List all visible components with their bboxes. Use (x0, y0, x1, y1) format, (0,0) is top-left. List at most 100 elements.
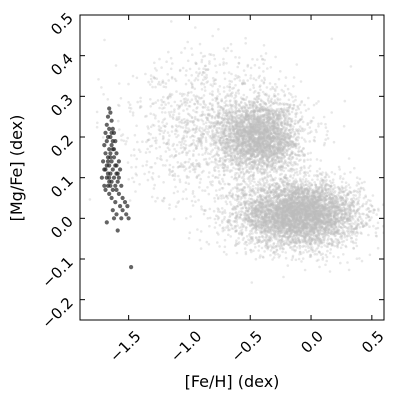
background-point (236, 205, 240, 208)
background-point (319, 215, 323, 219)
background-point (341, 216, 344, 219)
background-point (272, 242, 276, 245)
background-point (291, 214, 295, 218)
background-point (213, 200, 217, 203)
background-point (214, 146, 217, 150)
background-point (322, 216, 325, 220)
background-point (308, 195, 312, 198)
background-point (249, 248, 252, 252)
background-point (322, 219, 326, 223)
background-point (334, 211, 338, 214)
background-point (256, 204, 260, 207)
background-point (342, 253, 345, 256)
background-point (243, 242, 246, 246)
background-point (376, 221, 380, 225)
background-point (222, 196, 226, 200)
background-point (274, 245, 278, 248)
background-point (301, 226, 304, 230)
plot-background (80, 15, 384, 320)
background-point (304, 239, 307, 242)
background-point (304, 201, 307, 205)
background-point (277, 201, 280, 205)
background-point (293, 215, 296, 219)
background-point (318, 187, 321, 190)
background-point (268, 192, 271, 195)
background-point (310, 216, 313, 219)
background-point (291, 220, 295, 223)
background-point (288, 207, 292, 210)
background-point (310, 184, 313, 187)
background-point (334, 213, 337, 217)
background-point (325, 213, 329, 216)
background-point (306, 214, 309, 217)
background-point (333, 190, 337, 193)
background-point (261, 202, 265, 205)
background-point (288, 179, 291, 182)
background-point (279, 243, 283, 247)
background-points-layer (80, 15, 384, 284)
background-point (316, 196, 319, 199)
background-point (276, 242, 279, 246)
background-point (317, 233, 321, 237)
background-point (263, 209, 267, 212)
background-point (251, 222, 254, 226)
background-point (291, 218, 295, 222)
background-point (270, 202, 274, 205)
background-point (306, 197, 309, 200)
background-point (304, 228, 308, 232)
background-point (352, 205, 356, 209)
background-point (285, 238, 288, 242)
background-point (317, 204, 321, 208)
background-point (325, 203, 329, 207)
background-point (254, 221, 258, 225)
background-point (285, 213, 289, 216)
background-point (345, 229, 349, 233)
background-point (323, 222, 326, 226)
background-point (360, 181, 364, 185)
background-point (310, 229, 314, 233)
background-point (348, 186, 352, 189)
background-point (285, 202, 289, 205)
background-point (243, 196, 247, 200)
background-point (304, 198, 307, 202)
background-point (295, 212, 298, 216)
background-point (302, 207, 305, 210)
background-point (304, 215, 308, 218)
background-point (364, 194, 367, 197)
background-point (289, 222, 293, 226)
background-point (271, 183, 274, 187)
background-point (340, 235, 343, 239)
background-point (247, 238, 250, 242)
background-point (318, 241, 321, 244)
background-point (333, 205, 336, 208)
background-point (307, 195, 310, 199)
background-point (316, 243, 320, 247)
background-point (311, 178, 314, 182)
background-point (295, 188, 299, 192)
background-point (269, 197, 272, 201)
background-point (290, 258, 294, 262)
background-point (305, 183, 308, 186)
background-point (346, 210, 350, 214)
background-point (286, 191, 290, 195)
background-point (334, 221, 338, 225)
background-point (274, 224, 278, 228)
background-point (323, 193, 327, 196)
background-point (262, 219, 266, 223)
background-point (268, 185, 272, 189)
background-point (324, 180, 327, 183)
background-point (327, 231, 331, 234)
background-point (344, 213, 347, 217)
background-point (250, 236, 254, 240)
background-point (365, 200, 369, 204)
background-point (317, 218, 320, 221)
background-point (239, 197, 242, 201)
background-point (254, 236, 258, 239)
background-point (332, 222, 336, 226)
background-point (254, 245, 257, 249)
background-point (265, 185, 268, 189)
background-point (295, 191, 299, 194)
background-point (324, 171, 328, 175)
background-point (372, 211, 375, 214)
background-point (296, 198, 300, 202)
